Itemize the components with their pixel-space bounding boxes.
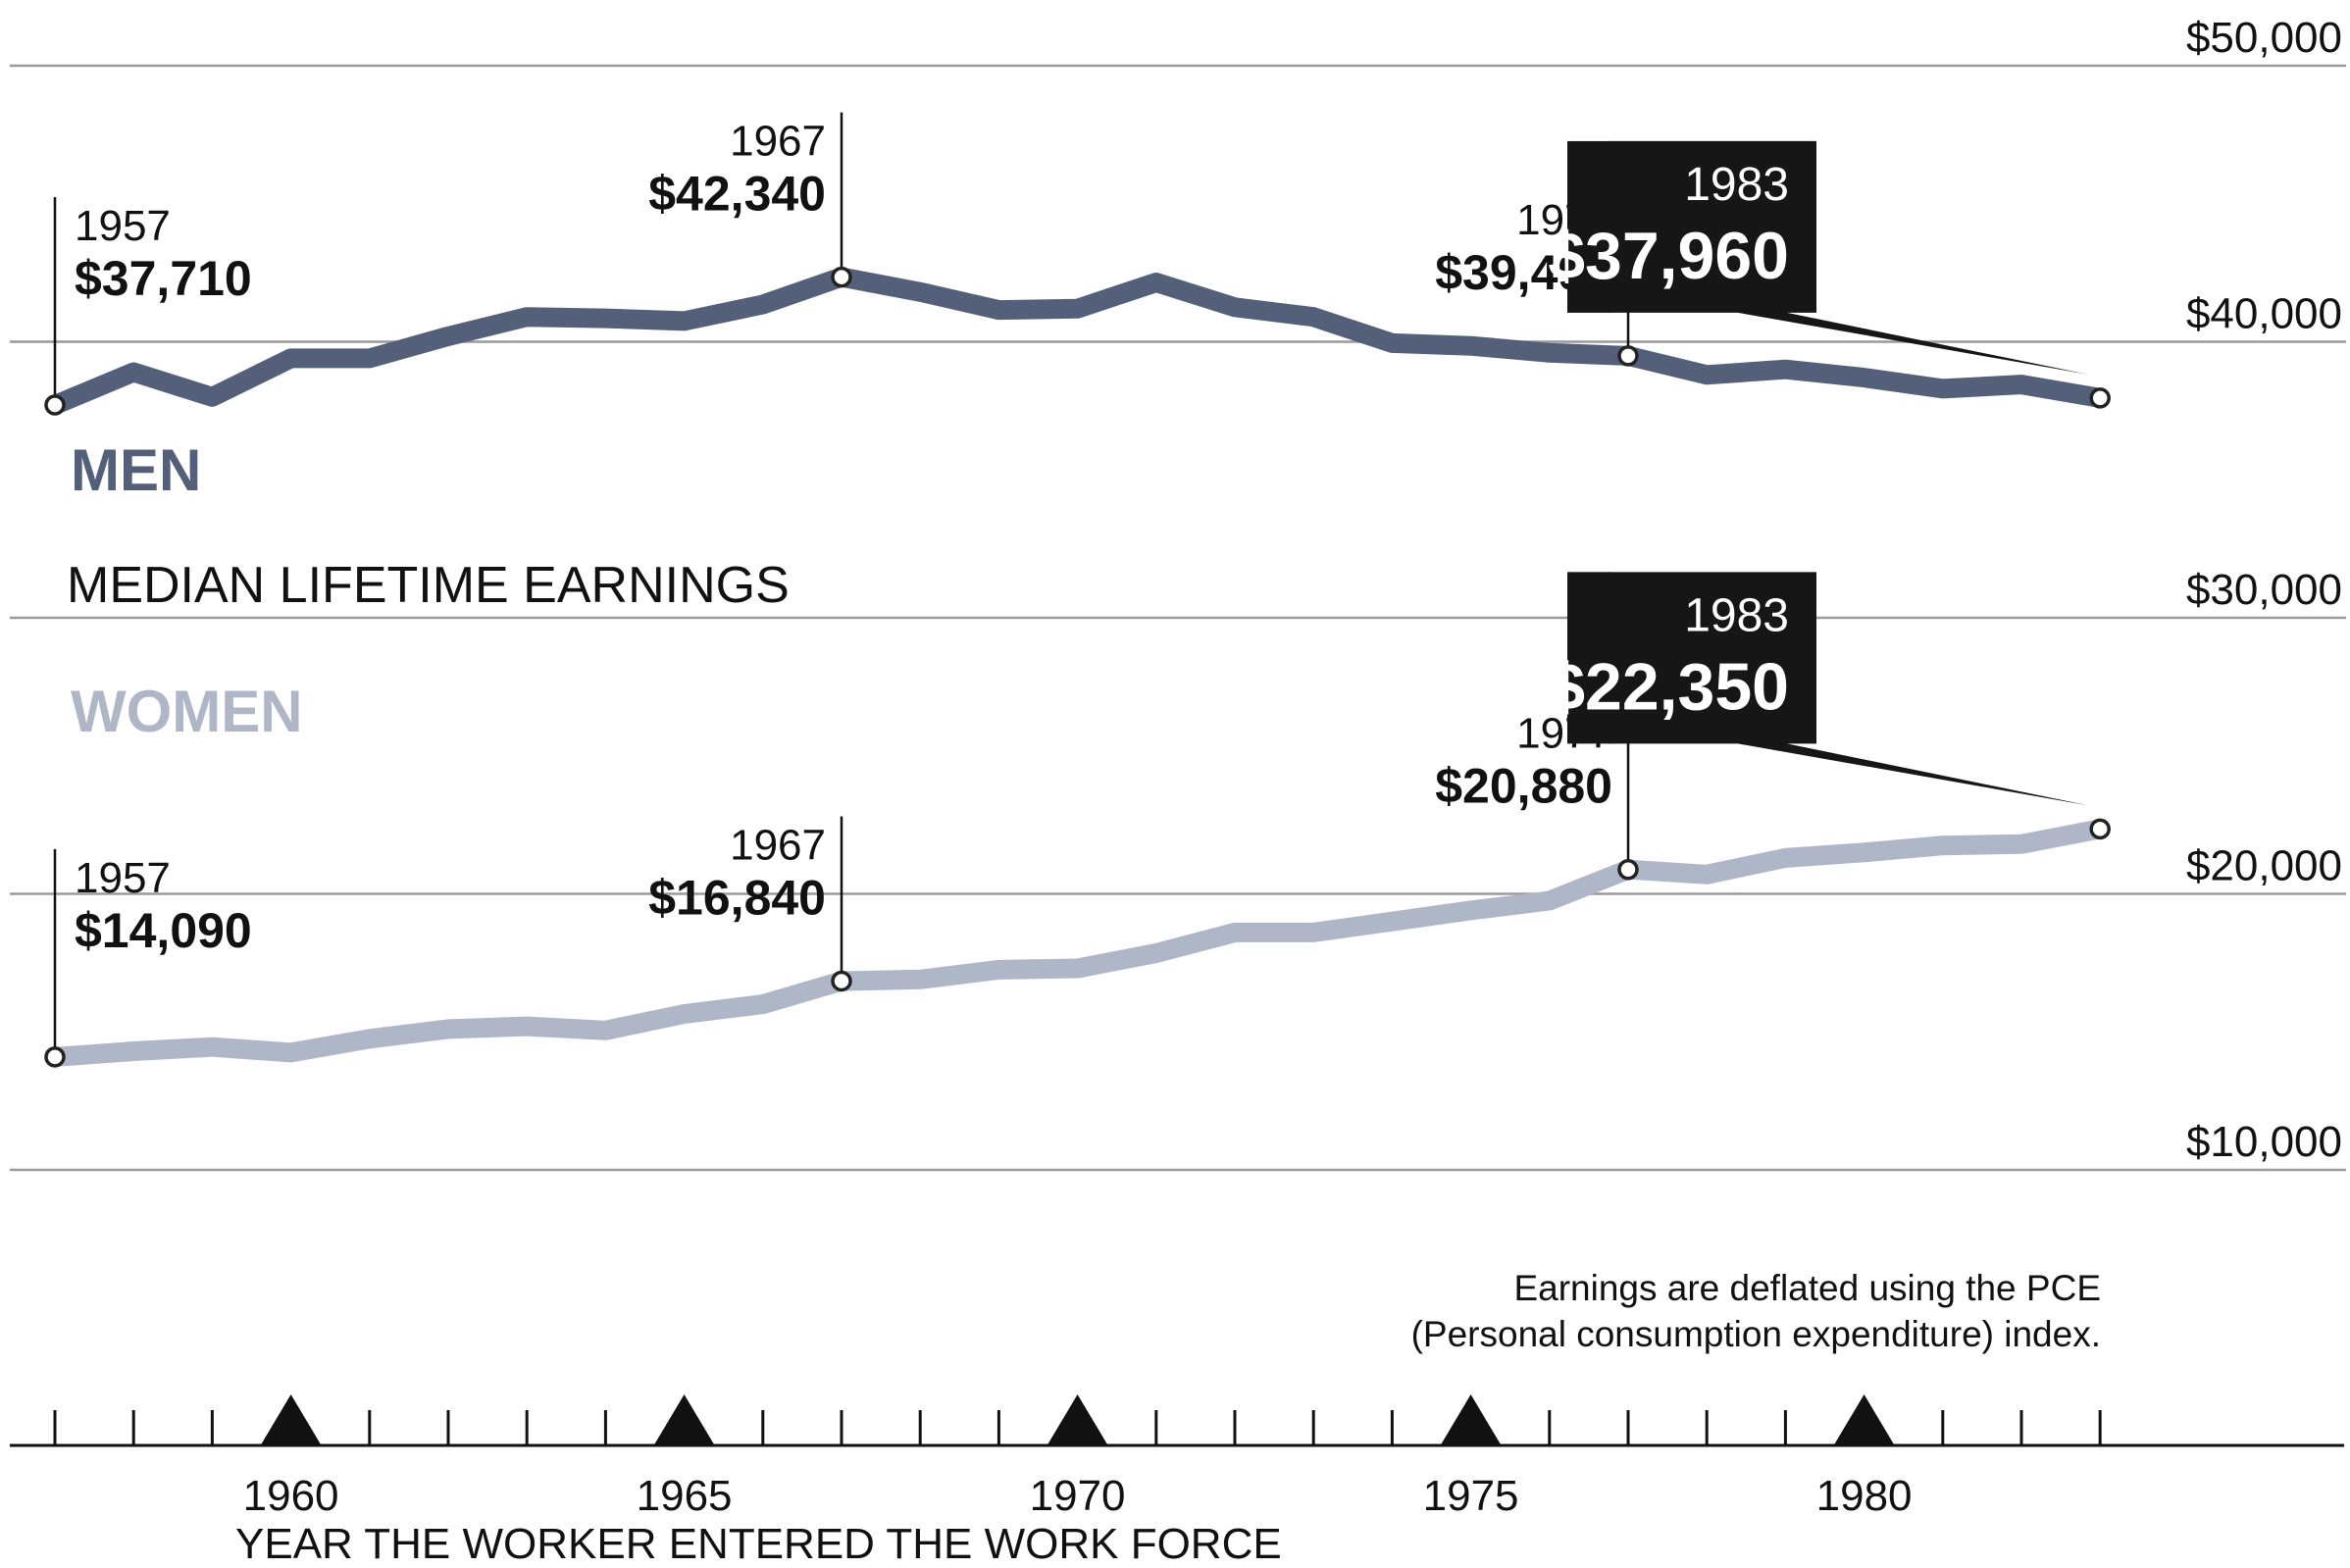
x-tick-triangle bbox=[1047, 1394, 1108, 1445]
annotation-women-1983-callout-box bbox=[1609, 572, 2089, 806]
series-lines bbox=[45, 267, 2111, 1067]
x-tick-triangle bbox=[653, 1394, 715, 1445]
y-axis-tick-labels: $50,000 $40,000 $30,000 $20,000 $10,000 bbox=[2186, 14, 2342, 1166]
annotation-men-1957-year: 1957 bbox=[75, 202, 171, 250]
annotation-men-1967-value: $42,340 bbox=[648, 167, 826, 222]
annotation-women-1983-value: $22,350 bbox=[1548, 649, 1789, 724]
y-tick-label: $10,000 bbox=[2186, 1118, 2342, 1166]
x-tick-label: 1965 bbox=[637, 1472, 733, 1520]
annotation-men-1983-marker bbox=[2089, 387, 2111, 409]
annotation-men-1983-year: 1983 bbox=[1684, 159, 1789, 211]
annotation-men-1983-callout-box-ext bbox=[1567, 140, 1610, 313]
annotation-women-1983-year: 1983 bbox=[1684, 589, 1789, 641]
annotation-men-1977-marker bbox=[1617, 345, 1639, 367]
x-tick-label: 1975 bbox=[1423, 1472, 1519, 1520]
series-line-women bbox=[45, 819, 2111, 1067]
annotation-men-1967-marker bbox=[831, 266, 852, 288]
series-label-men: MEN bbox=[71, 437, 201, 503]
y-tick-label: $50,000 bbox=[2186, 14, 2342, 62]
x-tick-triangle bbox=[1833, 1394, 1895, 1445]
gridlines bbox=[10, 64, 2346, 1172]
annotation-women-1977-value: $20,880 bbox=[1435, 759, 1612, 814]
annotation-men-1983-value: $37,960 bbox=[1548, 219, 1789, 293]
annotation-women-1967-value: $16,840 bbox=[648, 870, 826, 925]
note-line-1: Earnings are deflated using the PCE bbox=[1513, 1268, 2101, 1308]
annotation-women-1967-year: 1967 bbox=[730, 821, 826, 869]
series-label-women: WOMEN bbox=[71, 679, 303, 744]
x-axis-ticks: 1960 1965 1970 1975 1980 bbox=[53, 1394, 2102, 1520]
x-tick-label: 1960 bbox=[243, 1472, 339, 1520]
y-tick-label: $20,000 bbox=[2186, 842, 2342, 890]
annotation-women-1957-value: $14,090 bbox=[75, 903, 252, 958]
annotation-women-1957-marker bbox=[44, 1046, 66, 1068]
x-tick-triangle bbox=[1440, 1394, 1502, 1445]
note-line-2: (Personal consumption expenditure) index… bbox=[1411, 1314, 2101, 1354]
x-tick-label: 1980 bbox=[1816, 1472, 1913, 1520]
series-labels: MEN WOMEN bbox=[71, 437, 303, 744]
x-axis-title: YEAR THE WORKER ENTERED THE WORK FORCE bbox=[235, 1520, 1282, 1568]
annotation-men-1957-marker bbox=[44, 394, 66, 416]
x-tick-triangle bbox=[260, 1394, 322, 1445]
chart-title: MEDIAN LIFETIME EARNINGS bbox=[67, 557, 790, 614]
annotation-men-1983-callout-box bbox=[1609, 140, 2089, 375]
x-tick-label: 1970 bbox=[1030, 1472, 1126, 1520]
y-tick-label: $40,000 bbox=[2186, 290, 2342, 338]
annotation-men-1957-value: $37,710 bbox=[75, 251, 252, 306]
annotation-women-1957-year: 1957 bbox=[75, 854, 171, 902]
annotation-men-1967-year: 1967 bbox=[730, 118, 826, 166]
y-tick-label: $30,000 bbox=[2186, 566, 2342, 614]
annotation-women-1983-callout-box-ext bbox=[1567, 572, 1610, 744]
series-line-men bbox=[45, 267, 2111, 415]
annotation-women-1983-marker bbox=[2089, 818, 2111, 840]
annotation-women-1977-marker bbox=[1617, 858, 1639, 881]
annotation-women-1967-marker bbox=[831, 970, 852, 992]
